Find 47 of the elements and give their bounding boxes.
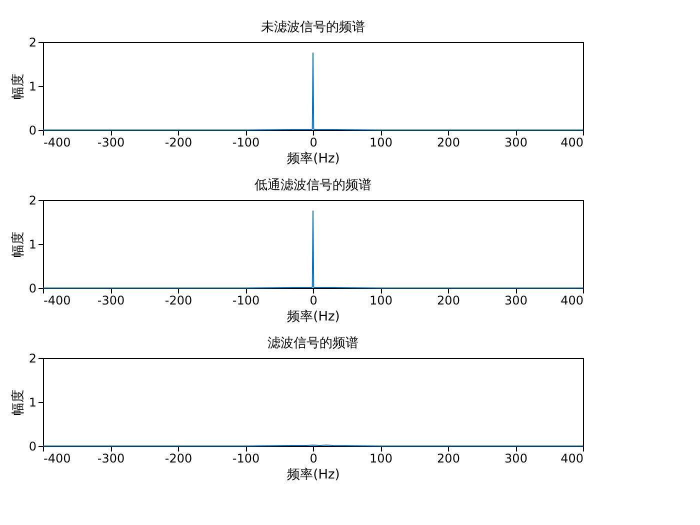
x-tick-label: 400 — [560, 136, 584, 150]
x-tick-label: 300 — [504, 452, 528, 466]
line-series — [42, 52, 584, 130]
x-tick-label: -100 — [232, 452, 260, 466]
x-tick-label: -300 — [97, 136, 125, 150]
x-tick-label: 200 — [437, 136, 460, 150]
chart-title: 未滤波信号的频谱 — [261, 20, 365, 35]
y-tick-label: 0 — [28, 440, 36, 454]
y-axis-title: 幅度 — [10, 390, 26, 416]
x-tick-label: -200 — [164, 452, 192, 466]
x-tick-label: 200 — [437, 294, 460, 308]
x-tick-label: 200 — [437, 452, 460, 466]
y-tick-label: 1 — [28, 396, 36, 410]
y-tick-label: 0 — [28, 282, 36, 296]
x-tick-label: 300 — [504, 294, 528, 308]
x-tick-label: 300 — [504, 136, 528, 150]
x-tick-label: -100 — [232, 294, 260, 308]
x-tick-label: -200 — [164, 136, 192, 150]
x-tick-label: -400 — [44, 452, 71, 466]
y-axis-title: 幅度 — [10, 74, 26, 100]
x-tick-label: -200 — [164, 294, 192, 308]
x-axis-title: 频率(Hz) — [287, 308, 340, 324]
x-tick-label: -400 — [44, 294, 71, 308]
y-tick-label: 2 — [28, 194, 36, 208]
x-tick-label: 100 — [370, 136, 392, 150]
chart-title: 低通滤波信号的频谱 — [254, 178, 372, 193]
y-tick-label: 1 — [28, 238, 36, 252]
x-tick-label: 100 — [370, 452, 392, 466]
x-tick-label: 0 — [310, 136, 318, 150]
line-series — [42, 210, 584, 288]
x-tick-label: 400 — [560, 452, 584, 466]
x-tick-label: 0 — [310, 452, 318, 466]
x-tick-label: -300 — [97, 294, 125, 308]
x-tick-label: 400 — [560, 294, 584, 308]
x-tick-label: -300 — [97, 452, 125, 466]
x-axis-title: 频率(Hz) — [287, 466, 340, 482]
chart-title: 滤波信号的频谱 — [268, 336, 358, 351]
x-tick-label: -400 — [44, 136, 71, 150]
y-tick-label: 1 — [28, 80, 36, 94]
y-tick-label: 2 — [28, 352, 36, 366]
x-tick-label: 0 — [310, 294, 318, 308]
y-axis-title: 幅度 — [10, 232, 26, 258]
y-tick-label: 0 — [28, 124, 36, 138]
x-axis-title: 频率(Hz) — [287, 150, 340, 166]
y-tick-label: 2 — [28, 36, 36, 50]
x-tick-label: -100 — [232, 136, 260, 150]
x-tick-label: 100 — [370, 294, 392, 308]
